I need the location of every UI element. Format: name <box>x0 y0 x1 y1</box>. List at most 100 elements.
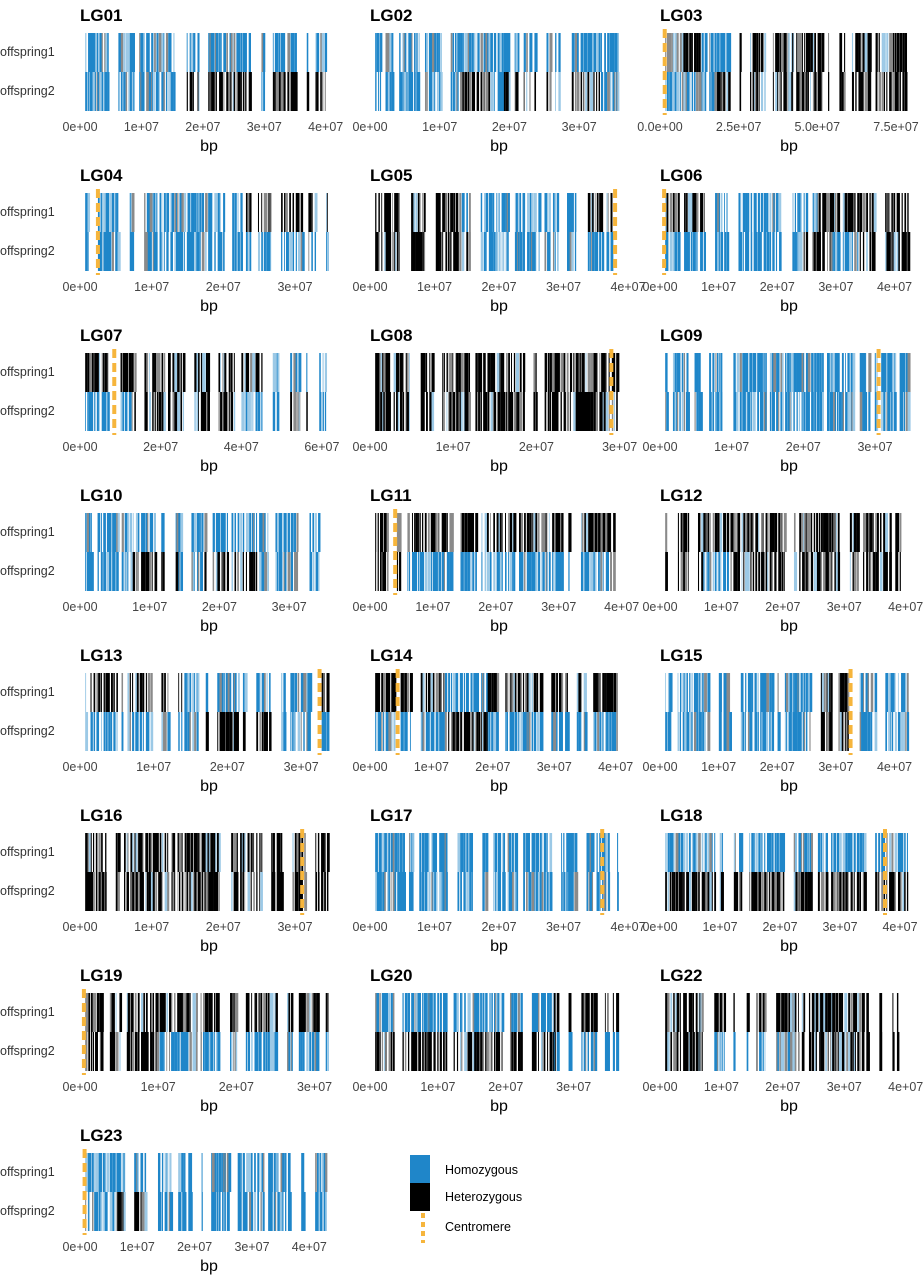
marker-bar <box>818 232 821 271</box>
marker-bar <box>679 33 683 72</box>
marker-bar <box>786 712 788 751</box>
marker-bar <box>302 1032 305 1071</box>
marker-bar <box>309 1032 312 1071</box>
marker-bar <box>212 72 215 111</box>
marker-bar <box>762 673 764 712</box>
marker-bar <box>222 552 224 591</box>
marker-bar <box>137 513 140 552</box>
marker-bar <box>870 513 873 552</box>
marker-bar <box>502 872 505 911</box>
marker-bar <box>774 513 776 552</box>
marker-bar <box>198 872 201 911</box>
marker-bar <box>720 872 723 911</box>
marker-bar <box>793 552 798 591</box>
marker-bar <box>507 872 510 911</box>
marker-bar <box>481 673 483 712</box>
marker-bar <box>88 833 91 872</box>
marker-bar <box>140 1153 142 1192</box>
marker-bar <box>384 232 387 271</box>
marker-bar <box>261 72 263 111</box>
marker-bar <box>456 712 460 751</box>
marker-bar <box>665 872 667 911</box>
marker-bar <box>766 872 769 911</box>
marker-bar <box>807 833 809 872</box>
marker-bar <box>436 33 439 72</box>
marker-bar <box>746 552 749 591</box>
marker-bar <box>263 673 266 712</box>
marker-bar <box>485 1032 488 1071</box>
x-tick-label: 4e+07 <box>882 920 917 934</box>
marker-bar <box>220 72 223 111</box>
marker-bar <box>864 72 867 111</box>
x-tick-label: 2e+07 <box>519 440 554 454</box>
marker-bar <box>522 673 524 712</box>
marker-bar <box>452 673 456 712</box>
marker-bar <box>415 193 418 232</box>
marker-bar <box>907 232 911 271</box>
marker-bar <box>172 392 175 431</box>
marker-bar <box>809 673 813 712</box>
x-tick-label: 0e+00 <box>352 120 387 134</box>
marker-bar <box>292 673 295 712</box>
marker-bar <box>583 72 585 111</box>
marker-bar <box>266 673 268 712</box>
marker-bar <box>309 673 313 712</box>
marker-bar <box>672 72 675 111</box>
marker-bar <box>578 392 581 431</box>
marker-bar <box>519 513 521 552</box>
marker-bar <box>107 673 109 712</box>
marker-bar <box>461 552 464 591</box>
marker-bar <box>702 33 704 72</box>
marker-bar <box>678 232 681 271</box>
marker-bar <box>552 552 554 591</box>
marker-bar <box>376 1032 380 1071</box>
marker-bar <box>787 353 790 392</box>
marker-bar <box>100 552 103 591</box>
marker-bar <box>495 833 498 872</box>
marker-bar <box>739 872 741 911</box>
marker-bar <box>739 392 742 431</box>
marker-bar <box>834 193 835 232</box>
marker-bar <box>127 673 130 712</box>
marker-bar <box>827 1032 829 1071</box>
marker-bar <box>839 33 842 72</box>
marker-bar <box>437 673 441 712</box>
marker-bar <box>218 232 221 271</box>
marker-bar <box>164 1153 167 1192</box>
marker-bar <box>234 232 237 271</box>
marker-bar <box>553 712 557 751</box>
marker-bar <box>902 872 905 911</box>
marker-bar <box>798 353 802 392</box>
marker-bar <box>891 833 894 872</box>
marker-bar <box>800 833 802 872</box>
marker-bar <box>376 33 379 72</box>
marker-bar <box>888 353 891 392</box>
marker-bar <box>870 712 873 751</box>
marker-bar <box>695 193 697 232</box>
marker-bar <box>323 1192 327 1231</box>
marker-bar <box>432 673 435 712</box>
marker-bar <box>445 232 448 271</box>
marker-bar <box>857 232 859 271</box>
marker-bar <box>415 552 417 591</box>
marker-bar <box>414 72 416 111</box>
marker-bar <box>212 552 215 591</box>
marker-bar <box>321 33 325 72</box>
marker-bar <box>747 712 750 751</box>
marker-bar <box>714 72 718 111</box>
marker-bar <box>396 232 400 271</box>
marker-bar <box>566 872 568 911</box>
marker-bar <box>98 833 101 872</box>
marker-bar <box>478 1032 480 1071</box>
marker-bar <box>771 353 775 392</box>
marker-bar <box>853 513 857 552</box>
marker-bar <box>803 392 806 431</box>
marker-bar <box>493 833 496 872</box>
marker-bar <box>818 392 819 431</box>
marker-bar <box>472 673 474 712</box>
marker-bar <box>424 872 427 911</box>
marker-bar <box>778 353 780 392</box>
marker-bar <box>781 1032 785 1071</box>
marker-bar <box>409 872 413 911</box>
marker-bar <box>470 673 474 712</box>
